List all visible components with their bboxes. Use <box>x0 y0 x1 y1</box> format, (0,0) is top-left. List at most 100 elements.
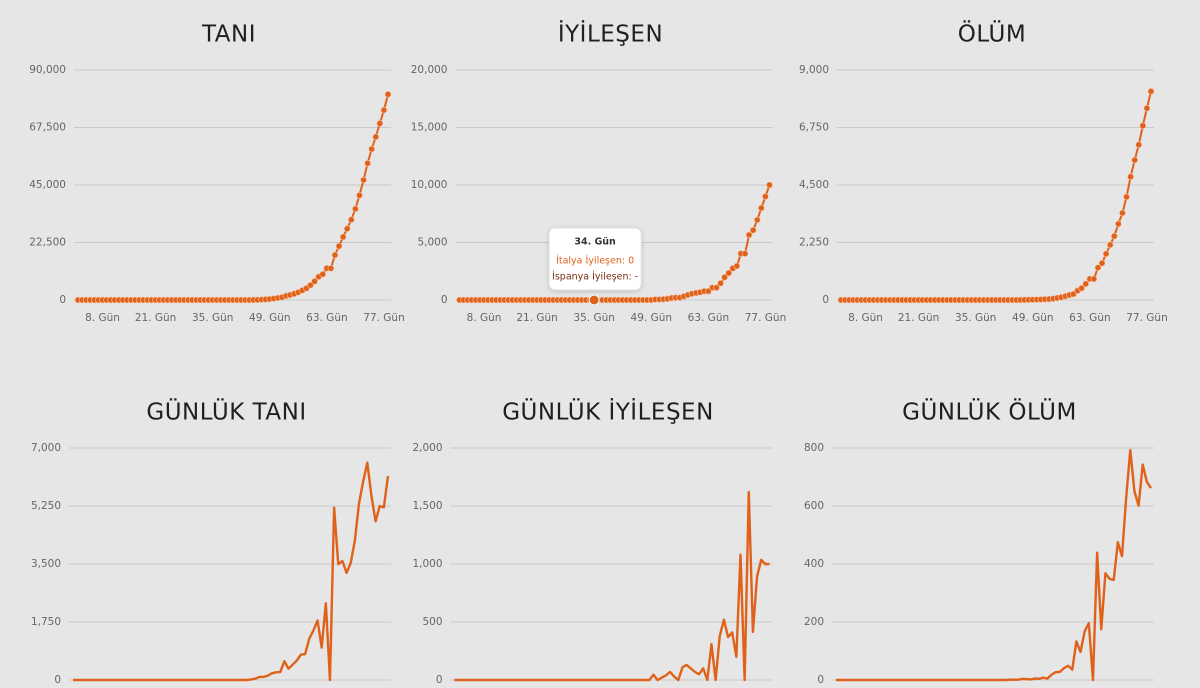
data-point <box>1094 264 1102 271</box>
data-point <box>1115 220 1122 228</box>
y-tick-label: 400 <box>804 558 824 570</box>
data-point <box>721 273 728 281</box>
data-point <box>347 216 355 223</box>
data-point <box>758 204 765 212</box>
x-tick-label: 49. Gün <box>249 312 290 324</box>
data-point <box>1102 250 1110 258</box>
tooltip-box <box>548 227 642 291</box>
data-point <box>307 281 314 289</box>
y-tick-label: 600 <box>804 500 824 512</box>
y-tick-label: 0 <box>822 294 829 306</box>
y-tick-label: 800 <box>804 442 824 454</box>
y-tick-label: 9,000 <box>799 64 829 76</box>
y-tick-label: 7,000 <box>31 442 61 454</box>
y-tick-label: 0 <box>441 294 448 306</box>
x-tick-label: 21. Gün <box>516 312 557 324</box>
y-tick-label: 10,000 <box>411 179 448 191</box>
x-tick-label: 21. Gün <box>898 312 939 324</box>
chart-panel: ÖLÜM 0 2,250 4,500 6,750 9,000 8. Gün 21. Gün 35… <box>799 20 1168 325</box>
y-tick-label: 500 <box>422 616 442 628</box>
y-tick-label: 0 <box>59 294 66 306</box>
data-point <box>1110 232 1118 240</box>
data-point <box>372 133 380 141</box>
x-tick-label: 49. Gün <box>631 312 672 324</box>
x-tick-label: 63. Gün <box>1069 312 1110 324</box>
tooltip-item: İtalya İyileşen: 0 <box>556 256 634 267</box>
data-point <box>376 120 384 127</box>
data-point <box>1078 284 1085 292</box>
data-point <box>331 251 339 259</box>
data-point <box>1135 141 1143 148</box>
data-point <box>1143 104 1151 112</box>
chart-panel: GÜNLÜK ÖLÜM 0 200 400 600 800 <box>804 398 1154 686</box>
data-point <box>1119 209 1126 217</box>
y-tick-label: 2,250 <box>799 237 829 249</box>
series-line <box>836 448 1152 682</box>
data-point <box>749 226 757 234</box>
x-tick-label: 8. Gün <box>467 312 502 324</box>
x-tick-label: 8. Gün <box>848 312 883 324</box>
highlight-point <box>588 294 600 306</box>
data-point <box>733 262 741 270</box>
data-point <box>356 192 363 199</box>
x-tick-label: 77. Gün <box>745 312 786 324</box>
data-point <box>741 250 749 257</box>
chart-title: İYİLEŞEN <box>558 20 663 48</box>
data-point <box>1139 122 1147 130</box>
data-point <box>384 91 392 98</box>
chart-panel: TANI 0 22,500 45,000 67,500 90,000 8. Gün 21. G… <box>29 22 404 325</box>
data-point <box>319 270 327 278</box>
chart-panel: GÜNLÜK TANI 0 1,750 3,500 5,250 7,000 <box>31 398 391 686</box>
x-tick-label: 35. Gün <box>573 312 614 324</box>
series-line <box>454 490 770 682</box>
series-line <box>73 461 390 682</box>
y-tick-label: 200 <box>804 616 824 628</box>
x-tick-label: 35. Gün <box>955 312 996 324</box>
data-point <box>311 278 318 285</box>
data-point <box>1106 241 1114 249</box>
data-point <box>380 106 388 114</box>
y-tick-label: 0 <box>817 674 824 686</box>
series-line <box>841 91 1152 301</box>
y-tick-label: 1,000 <box>412 558 442 570</box>
data-point <box>766 181 773 189</box>
data-point <box>1127 173 1134 180</box>
y-tick-label: 2,000 <box>412 442 442 454</box>
data-point <box>327 265 335 272</box>
data-point <box>339 233 347 241</box>
data-point <box>762 193 769 200</box>
tooltip-item: İspanya İyileşen: - <box>552 272 638 283</box>
data-point <box>364 159 371 167</box>
series-line <box>78 94 389 301</box>
data-point <box>368 145 375 153</box>
y-tick-label: 45,000 <box>29 179 66 191</box>
data-point <box>1090 275 1098 283</box>
data-point <box>1098 259 1106 267</box>
data-point <box>360 176 367 184</box>
data-point <box>352 205 359 213</box>
y-tick-label: 0 <box>436 674 443 686</box>
data-point <box>713 284 720 291</box>
y-tick-label: 6,750 <box>799 122 829 134</box>
y-tick-label: 5,000 <box>417 237 447 249</box>
y-tick-label: 1,750 <box>31 616 61 628</box>
data-point <box>1082 280 1090 288</box>
y-tick-label: 22,500 <box>29 237 66 249</box>
data-point <box>745 231 753 239</box>
x-tick-label: 35. Gün <box>192 312 233 324</box>
x-tick-label: 63. Gün <box>306 312 347 324</box>
chart-panel: GÜNLÜK İYİLEŞEN 0 500 1,000 1,500 2,000 <box>412 398 773 686</box>
chart-title: GÜNLÜK İYİLEŞEN <box>502 398 714 426</box>
y-tick-label: 5,250 <box>31 500 61 512</box>
chart-panel: İYİLEŞEN 0 5,000 10,000 15,000 20,000 8. Gün 21… <box>411 20 786 325</box>
y-tick-label: 67,500 <box>29 122 66 134</box>
data-point <box>1131 156 1138 164</box>
data-point <box>717 279 724 287</box>
data-point <box>1123 193 1130 201</box>
tooltip-title: 34. Gün <box>574 237 616 248</box>
data-point <box>753 216 761 224</box>
y-tick-label: 0 <box>54 674 61 686</box>
data-point <box>725 269 733 277</box>
data-point <box>335 242 343 250</box>
